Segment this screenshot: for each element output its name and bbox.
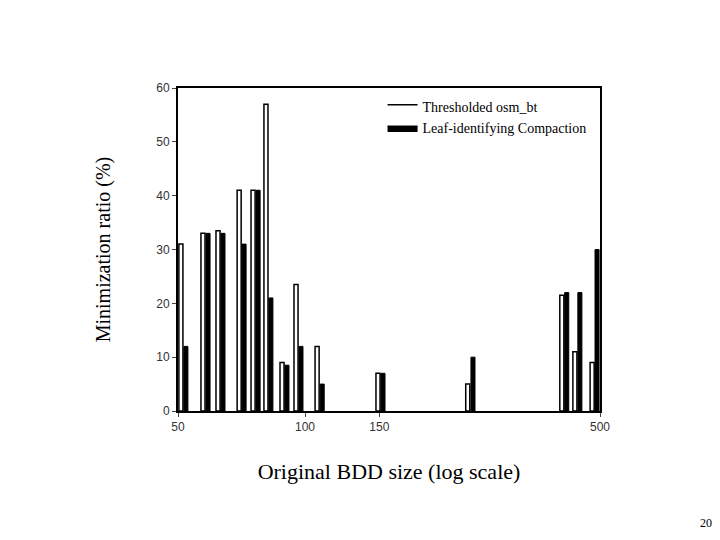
svg-text:30: 30 bbox=[156, 243, 170, 257]
svg-text:Thresholded osm_bt: Thresholded osm_bt bbox=[423, 100, 538, 115]
svg-text:100: 100 bbox=[295, 420, 315, 434]
svg-text:Minimization ratio (%): Minimization ratio (%) bbox=[92, 157, 115, 343]
svg-text:60: 60 bbox=[156, 81, 170, 95]
svg-text:Original BDD size (log scale): Original BDD size (log scale) bbox=[258, 459, 521, 484]
svg-text:20: 20 bbox=[156, 297, 170, 311]
svg-text:500: 500 bbox=[590, 420, 610, 434]
svg-text:10: 10 bbox=[156, 350, 170, 364]
svg-text:40: 40 bbox=[156, 189, 170, 203]
svg-text:50: 50 bbox=[156, 135, 170, 149]
svg-text:20: 20 bbox=[700, 516, 712, 530]
svg-text:Leaf-identifying Compaction: Leaf-identifying Compaction bbox=[423, 121, 587, 136]
svg-text:0: 0 bbox=[163, 404, 170, 418]
svg-text:50: 50 bbox=[171, 420, 185, 434]
svg-text:150: 150 bbox=[369, 420, 389, 434]
